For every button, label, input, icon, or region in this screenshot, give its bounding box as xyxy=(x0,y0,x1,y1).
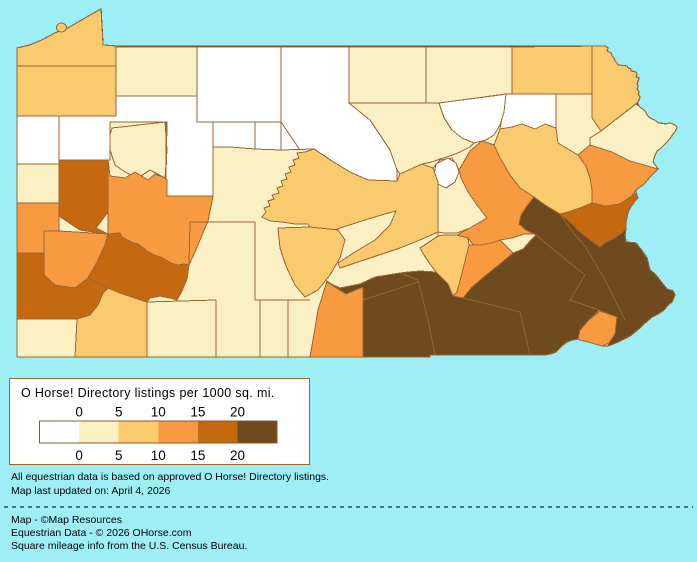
svg-text:15: 15 xyxy=(190,448,205,463)
svg-text:15: 15 xyxy=(190,405,205,420)
svg-text:5: 5 xyxy=(115,405,123,420)
svg-text:O Horse! Directory listings pe: O Horse! Directory listings per 1000 sq.… xyxy=(21,386,275,400)
svg-text:0: 0 xyxy=(75,405,83,420)
svg-text:20: 20 xyxy=(230,448,245,463)
svg-text:20: 20 xyxy=(230,405,245,420)
svg-text:Map - ©Map Resources: Map - ©Map Resources xyxy=(11,514,122,526)
svg-text:0: 0 xyxy=(75,448,83,463)
svg-text:5: 5 xyxy=(115,448,123,463)
svg-text:Map last updated on: April 4,: Map last updated on: April 4, 2026 xyxy=(11,485,171,497)
svg-text:10: 10 xyxy=(151,448,166,463)
svg-text:All equestrian data is based o: All equestrian data is based on approved… xyxy=(11,471,329,483)
svg-text:Equestrian Data - © 2026 OHors: Equestrian Data - © 2026 OHorse.com xyxy=(11,527,192,539)
svg-text:Square mileage info from the U: Square mileage info from the U.S. Census… xyxy=(11,540,247,552)
svg-text:10: 10 xyxy=(151,405,166,420)
